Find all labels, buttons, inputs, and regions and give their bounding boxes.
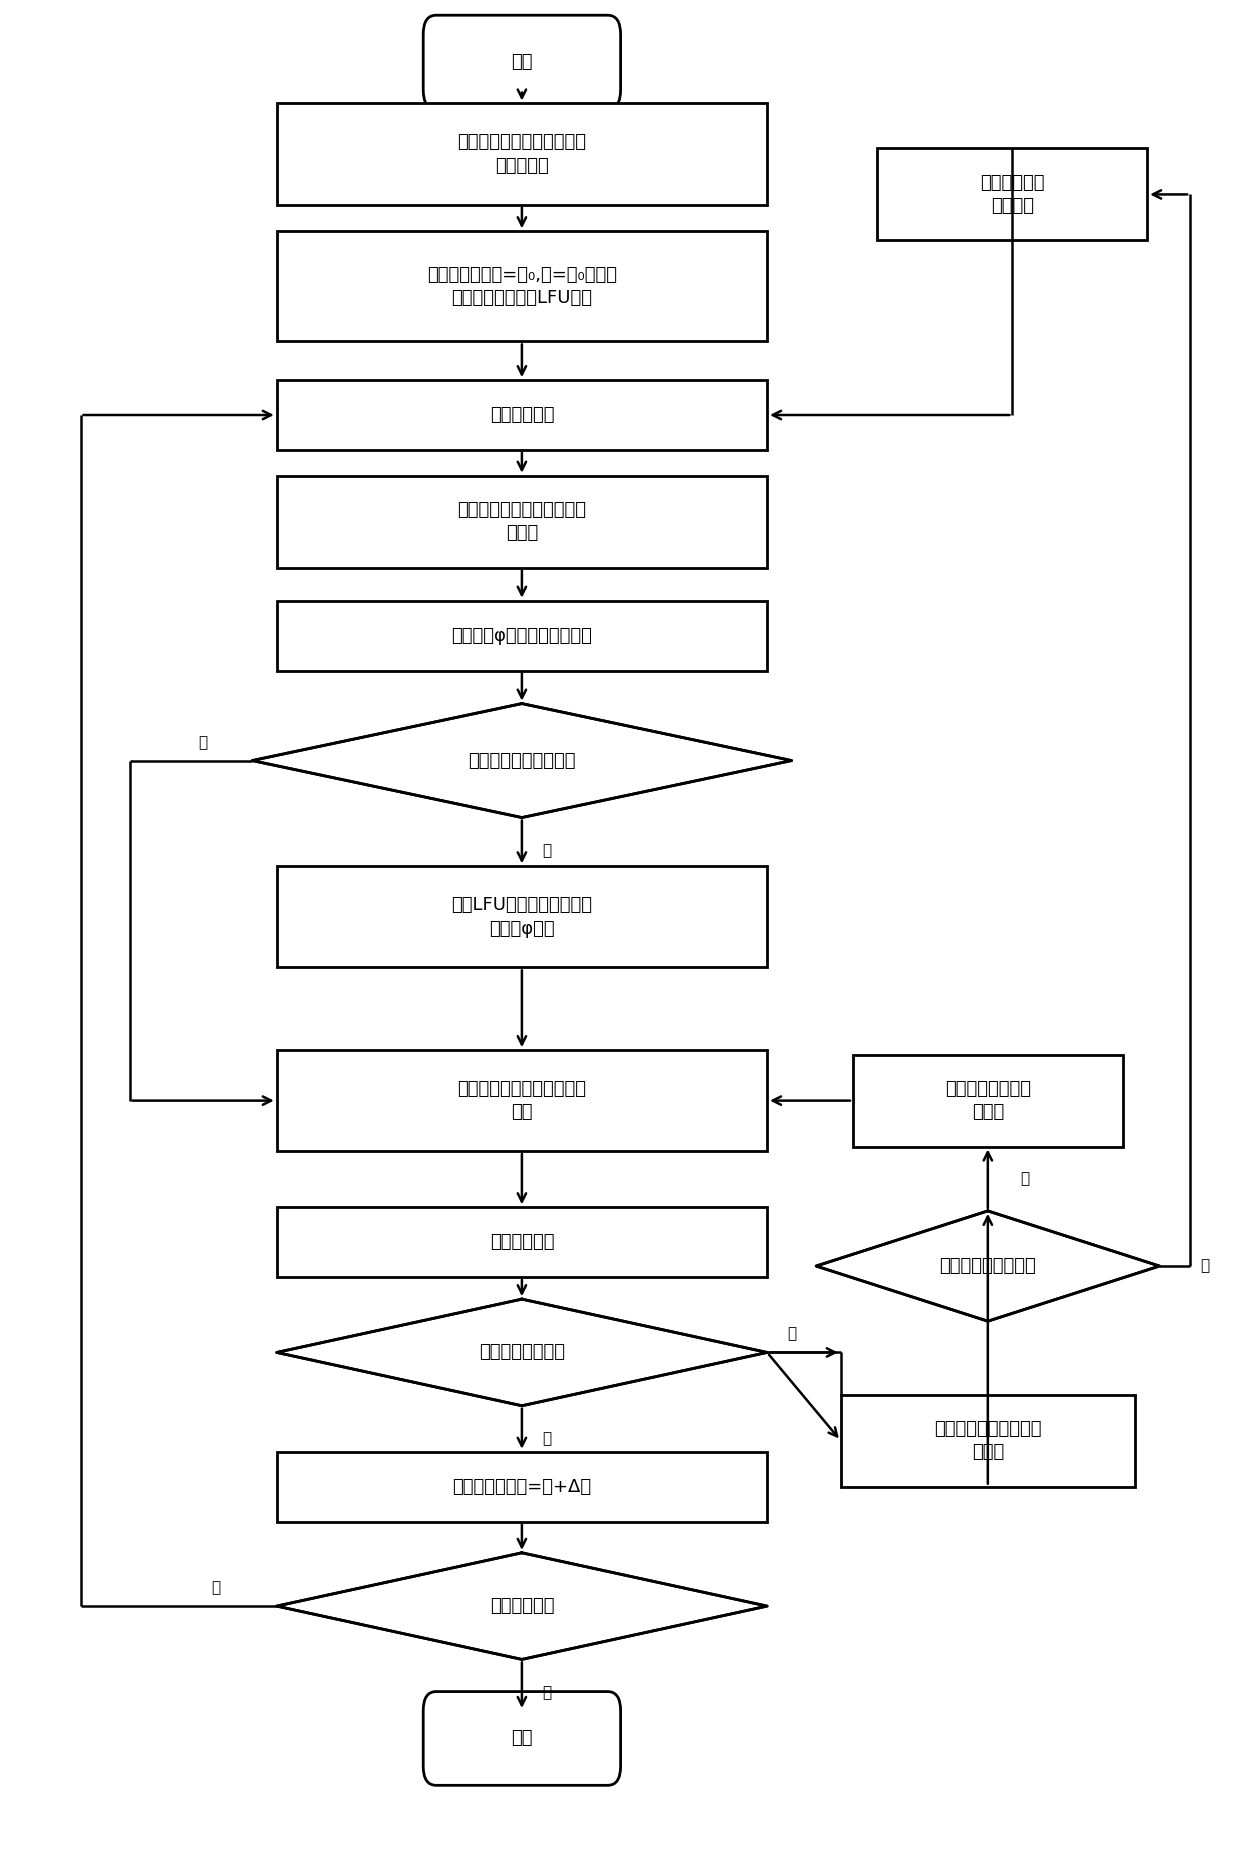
- Bar: [277, 1050, 768, 1152]
- Text: 开始: 开始: [511, 54, 533, 70]
- Bar: [878, 148, 1147, 241]
- Text: 是: 是: [542, 1685, 551, 1700]
- Polygon shape: [277, 1552, 768, 1659]
- Text: 开关状态发生改变: 开关状态发生改变: [479, 1343, 565, 1361]
- Bar: [277, 1452, 768, 1522]
- Bar: [277, 380, 768, 450]
- Text: 将该状态φ矩阵存入存储器中: 将该状态φ矩阵存入存储器中: [451, 626, 593, 644]
- Bar: [853, 1054, 1122, 1146]
- Bar: [277, 476, 768, 567]
- Text: 在状态分析框架下，建立系
统仿真模型: 在状态分析框架下，建立系 统仿真模型: [458, 133, 587, 174]
- Text: 否: 否: [198, 735, 207, 750]
- Text: 更新所需矩阵: 更新所需矩阵: [490, 406, 554, 424]
- Text: 重新建立系统
仿真模型: 重新建立系统 仿真模型: [980, 174, 1044, 215]
- Text: 到达终止时刻: 到达终止时刻: [490, 1596, 554, 1615]
- Text: 插值法积分求解求解电
气系统: 插值法积分求解求解电 气系统: [934, 1420, 1042, 1461]
- Bar: [277, 104, 768, 204]
- Text: 程序分配显存是否占满: 程序分配显存是否占满: [469, 752, 575, 770]
- FancyBboxPatch shape: [423, 15, 620, 109]
- Text: 是: 是: [787, 1326, 796, 1341]
- Text: 将数据由主机端内存传输到
设备端: 将数据由主机端内存传输到 设备端: [458, 500, 587, 543]
- Text: 此时刻状态曾经出现: 此时刻状态曾经出现: [940, 1258, 1037, 1274]
- Bar: [277, 600, 768, 670]
- Text: 调用存储器中的矩
阵数据: 调用存储器中的矩 阵数据: [945, 1080, 1030, 1122]
- Bar: [841, 1395, 1135, 1487]
- Polygon shape: [252, 704, 791, 817]
- Bar: [277, 232, 768, 341]
- Text: 否: 否: [211, 1580, 219, 1595]
- Text: 系统初始化，ｔ=ｔ₀,Ｘ=Ｘ₀，分配
固定显存，初始化LFU序列: 系统初始化，ｔ=ｔ₀,Ｘ=Ｘ₀，分配 固定显存，初始化LFU序列: [427, 265, 618, 307]
- Polygon shape: [816, 1211, 1159, 1320]
- FancyBboxPatch shape: [423, 1691, 620, 1785]
- Text: 指数积分算法并行求解电气
系统: 指数积分算法并行求解电气 系统: [458, 1080, 587, 1122]
- Bar: [277, 867, 768, 967]
- Text: 否: 否: [1200, 1259, 1209, 1274]
- Text: 更新仿真时刻ｔ=ｔ+Δｔ: 更新仿真时刻ｔ=ｔ+Δｔ: [453, 1478, 591, 1496]
- Polygon shape: [277, 1298, 768, 1406]
- Text: 是: 是: [542, 843, 551, 857]
- Text: 是: 是: [1021, 1170, 1029, 1187]
- Text: 结束: 结束: [511, 1730, 533, 1748]
- Bar: [277, 1208, 768, 1278]
- Text: 根据LFU算法替换最近最少
使用的φ矩阵: 根据LFU算法替换最近最少 使用的φ矩阵: [451, 896, 593, 937]
- Text: 求解控制系统: 求解控制系统: [490, 1233, 554, 1252]
- Text: 否: 否: [542, 1432, 551, 1446]
